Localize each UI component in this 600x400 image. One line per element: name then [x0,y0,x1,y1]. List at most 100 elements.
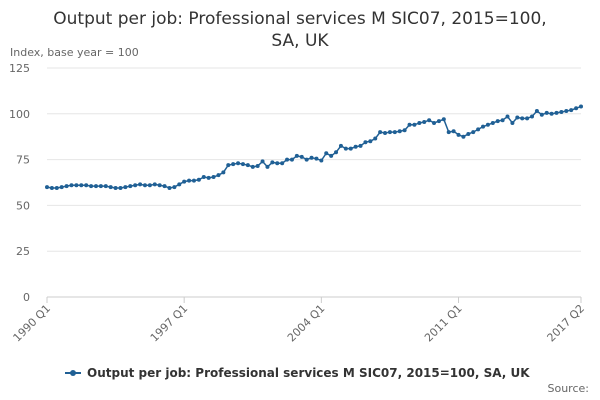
chart-title: Output per job: Professional services M … [53,9,547,51]
point [319,158,324,163]
point [152,182,157,187]
x-tick-label: 1990 Q1 [11,302,54,345]
point [353,144,358,149]
y-tick-label: 125 [9,62,30,75]
point [534,109,539,114]
point [255,164,260,169]
point [128,184,133,189]
point [461,134,466,139]
point [270,160,275,165]
point [417,120,422,125]
point [530,114,535,119]
legend-label: Output per job: Professional services M … [87,366,530,380]
point [554,110,559,115]
point [201,175,206,180]
point [549,111,554,116]
point [211,175,216,180]
point [564,109,569,114]
point [147,183,152,188]
point [539,112,544,117]
point [451,129,456,134]
y-tick-label: 50 [16,199,30,212]
point [309,155,314,160]
point [103,184,108,189]
point [383,131,388,136]
source: Source: [548,382,590,395]
point [559,109,564,114]
point [314,156,319,161]
point [520,116,525,121]
point [490,120,495,125]
point [338,143,343,148]
point [49,185,54,190]
point [397,129,402,134]
point [196,177,201,182]
point [172,185,177,190]
point [138,182,143,187]
point [133,183,138,188]
point [525,116,530,121]
point [471,130,476,135]
point [59,185,64,190]
point [280,161,285,166]
x-tick-label: 2017 Q2 [545,302,588,345]
point [54,185,59,190]
point [275,161,280,166]
point [422,120,427,125]
point [441,117,446,122]
point [191,178,196,183]
point [387,130,392,135]
point [436,119,441,124]
point [167,185,172,190]
point [363,140,368,145]
point [334,150,339,155]
point [510,120,515,125]
point [93,184,98,189]
point [515,115,520,120]
legend-marker [70,370,76,376]
point [481,124,486,129]
point [118,185,123,190]
point [182,179,187,184]
x-tick-label: 2011 Q1 [422,302,465,345]
point [456,132,461,137]
point [574,106,579,111]
point [265,164,270,169]
point [177,182,182,187]
point [427,118,432,123]
line [46,105,582,189]
point [392,130,397,135]
point [157,183,162,188]
point [500,118,505,123]
point [569,108,574,113]
point [412,122,417,127]
point [343,146,348,151]
point [324,151,329,156]
point [299,154,304,159]
y-tick-label: 100 [9,108,30,121]
point [466,131,471,136]
point [294,153,299,158]
y-axis-label: Index, base year = 100 [10,46,139,59]
point [89,184,94,189]
point [285,157,290,162]
point [45,185,49,190]
point [348,146,353,151]
point [485,122,490,127]
point [226,163,231,168]
point [544,110,549,115]
x-tick-label: 2004 Q1 [285,302,328,345]
point [187,178,192,183]
point [236,161,241,166]
point [113,185,118,190]
y-tick-label: 75 [16,154,30,167]
y-tick-label: 25 [16,245,30,258]
point [84,183,89,188]
point [64,184,69,189]
point [304,157,309,162]
point [69,183,74,188]
point [216,173,221,178]
point [231,162,236,167]
